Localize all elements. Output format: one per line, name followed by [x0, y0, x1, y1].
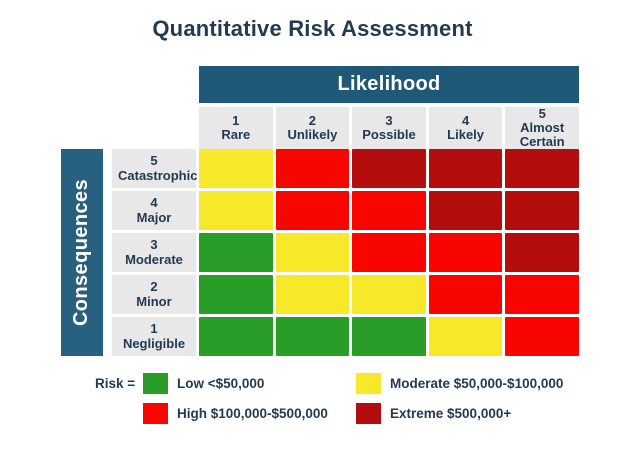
likelihood-col-header-1: 1 Rare	[199, 107, 273, 150]
likelihood-col-header-3: 3 Possible	[352, 107, 426, 150]
matrix-cell-likelihood-5-consequence-4	[505, 191, 579, 230]
matrix-cell-likelihood-4-consequence-2	[428, 275, 503, 314]
consequence-row-header-3: 3 Moderate	[112, 233, 196, 272]
matrix-cell-likelihood-5-consequence-5	[505, 149, 579, 188]
matrix-cell-likelihood-1-consequence-4	[199, 191, 273, 230]
likelihood-axis-header: Likelihood	[199, 66, 579, 103]
likelihood-column-headers: 1 Rare 2 Unlikely 3 Possible 4 Likely 5 Almost Ce…	[199, 106, 579, 150]
matrix-cell-likelihood-5-consequence-3	[505, 233, 579, 272]
legend-label-extreme: Extreme $500,000+	[390, 406, 512, 421]
matrix-cell-likelihood-1-consequence-2	[199, 275, 273, 314]
legend-item-extreme: Extreme $500,000+	[356, 403, 511, 424]
low-risk-swatch-icon	[143, 373, 168, 394]
matrix-cell-likelihood-2-consequence-4	[275, 191, 350, 230]
matrix-cell-likelihood-4-consequence-1	[428, 317, 503, 356]
consequence-row-header-1: 1 Negligible	[112, 317, 196, 356]
likelihood-col-header-4: 4 Likely	[428, 107, 503, 150]
risk-matrix: 5 Catastrophic 4 Major 3 Moderate 2 Minor 1 Negli…	[112, 149, 579, 356]
matrix-cell-likelihood-1-consequence-1	[199, 317, 273, 356]
legend-item-high: High $100,000-$500,000	[143, 403, 328, 424]
high-risk-swatch-icon	[143, 403, 168, 424]
matrix-cell-likelihood-3-consequence-3	[352, 233, 426, 272]
consequence-row-header-4: 4 Major	[112, 191, 196, 230]
matrix-cell-likelihood-4-consequence-5	[428, 149, 503, 188]
legend-label-high: High $100,000-$500,000	[177, 406, 328, 421]
likelihood-axis-label: Likelihood	[337, 73, 441, 95]
likelihood-col-header-2: 2 Unlikely	[275, 107, 350, 150]
matrix-cell-likelihood-3-consequence-5	[352, 149, 426, 188]
legend-item-moderate: Moderate $50,000-$100,000	[356, 373, 563, 394]
legend-item-low: Low <$50,000	[143, 373, 264, 394]
matrix-cell-likelihood-2-consequence-2	[275, 275, 350, 314]
legend-label-low: Low <$50,000	[177, 376, 265, 391]
matrix-cell-likelihood-1-consequence-3	[199, 233, 273, 272]
matrix-cell-likelihood-2-consequence-1	[275, 317, 350, 356]
matrix-cell-likelihood-3-consequence-1	[352, 317, 426, 356]
matrix-cell-likelihood-1-consequence-5	[199, 149, 273, 188]
matrix-cell-likelihood-5-consequence-2	[505, 275, 579, 314]
likelihood-col-header-5: 5 Almost Certain	[505, 106, 579, 150]
consequence-row-header-5: 5 Catastrophic	[112, 149, 197, 188]
matrix-cell-likelihood-4-consequence-3	[428, 233, 503, 272]
page-title: Quantitative Risk Assessment	[152, 16, 473, 41]
matrix-cell-likelihood-2-consequence-3	[275, 233, 350, 272]
matrix-cell-likelihood-2-consequence-5	[275, 149, 350, 188]
consequence-row-header-2: 2 Minor	[112, 275, 196, 314]
matrix-cell-likelihood-3-consequence-4	[352, 191, 426, 230]
consequences-axis-label: Consequences	[70, 178, 93, 327]
matrix-cell-likelihood-4-consequence-4	[428, 191, 503, 230]
legend-label-moderate: Moderate $50,000-$100,000	[390, 376, 564, 391]
legend-prefix: Risk =	[95, 376, 136, 391]
moderate-risk-swatch-icon	[356, 373, 381, 394]
consequences-axis-header: Consequences	[61, 149, 103, 356]
extreme-risk-swatch-icon	[356, 403, 381, 424]
matrix-cell-likelihood-3-consequence-2	[352, 275, 426, 314]
matrix-cell-likelihood-5-consequence-1	[505, 317, 579, 356]
